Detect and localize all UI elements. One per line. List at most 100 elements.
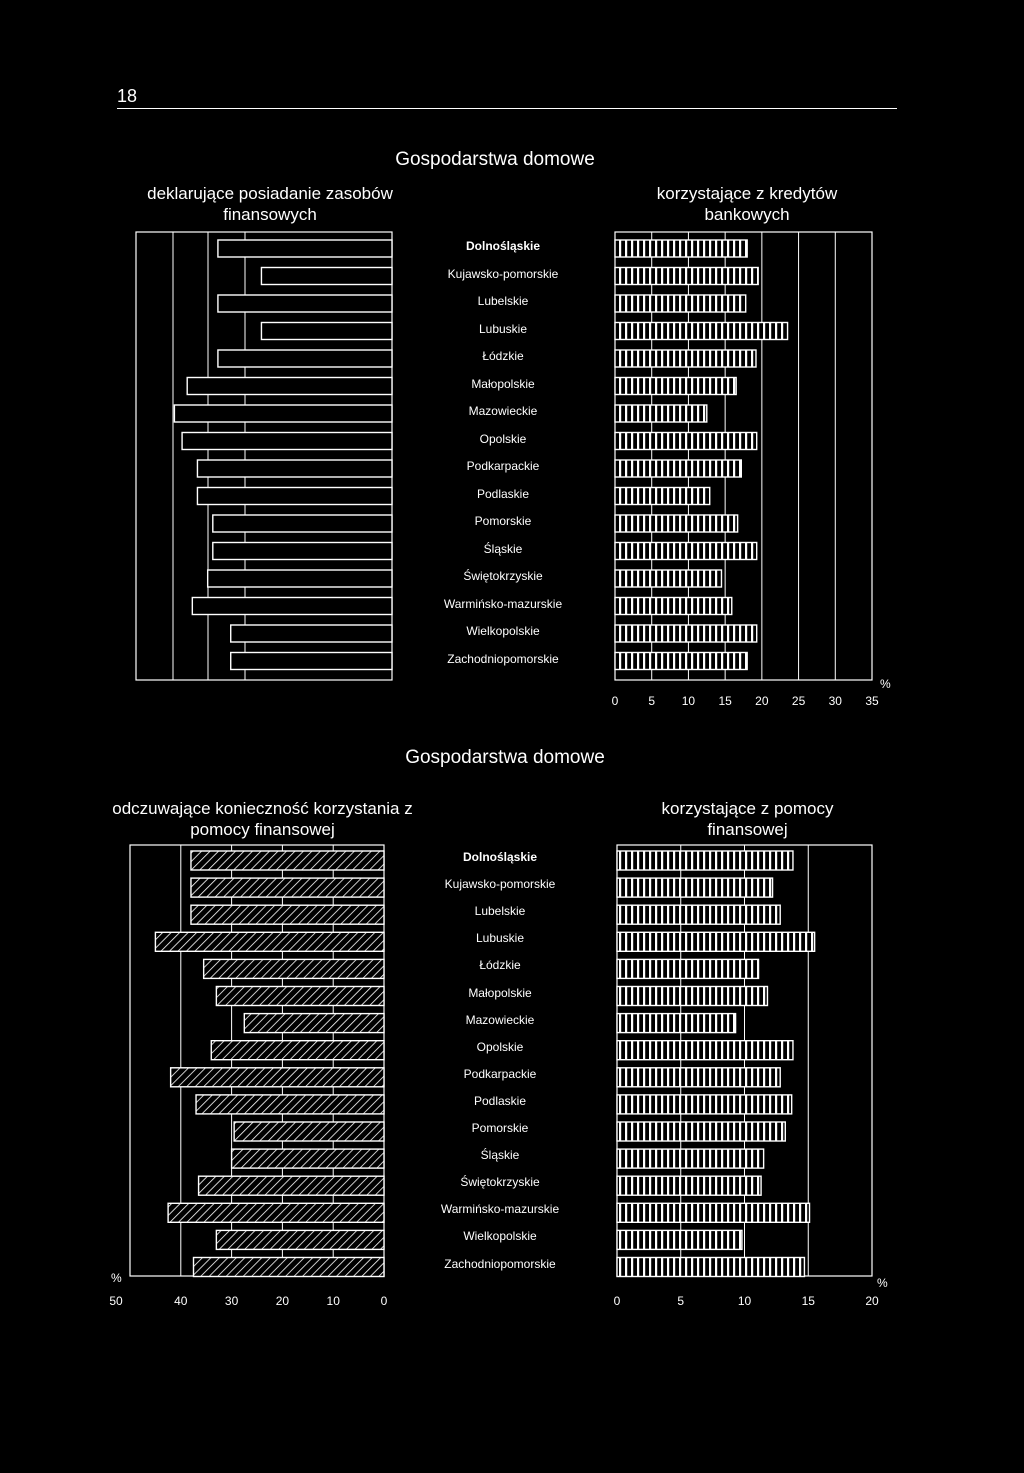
chart1-right-bar [614, 266, 759, 286]
chart2-right-bar [616, 1202, 811, 1224]
chart1-category-label: Pomorskie [474, 514, 532, 528]
chart1-right-bar [614, 459, 742, 478]
chart1-right-bar [614, 294, 747, 313]
chart2-category-label: Łódzkie [479, 958, 521, 973]
chart2-right-x-tick-label: 15 [802, 1294, 816, 1308]
chart2-left-x-tick-label: 0 [381, 1294, 388, 1308]
chart1-left-bar [212, 541, 393, 561]
chart2-left-bar [243, 1012, 385, 1034]
chart1-right-bar [614, 321, 789, 341]
chart2-left-bar [230, 1148, 385, 1169]
chart1-category-label: Świętokrzyskie [463, 569, 543, 583]
chart2-category-label: Pomorskie [471, 1121, 529, 1135]
chart2-left-bar [215, 1229, 385, 1251]
chart1-unit-label: % [880, 677, 891, 691]
chart2-left-bar [202, 958, 385, 980]
chart1-right-frame [614, 231, 873, 681]
chart1-left-bar [196, 486, 393, 506]
chart1-right-bar [614, 239, 748, 258]
chart1-category-label: Podkarpackie [466, 459, 540, 473]
chart1-left-bar [206, 569, 393, 588]
chart1-category-label: Warmińsko-mazurskie [443, 596, 563, 611]
chart2-category-label: Małopolskie [468, 985, 532, 1000]
chart2-right-bar [616, 1039, 794, 1061]
chart2-left-bar [190, 877, 385, 898]
chart2-right-bar [616, 904, 781, 925]
chart2-left-bar [169, 1067, 385, 1088]
chart2-category-label: Zachodniopomorskie [444, 1256, 556, 1271]
chart2-right-subtitle: korzystające z pomocy finansowej [661, 799, 834, 839]
chart2-right-bar [616, 985, 769, 1007]
chart1-left-bar [191, 596, 393, 616]
chart1-right-bar [614, 596, 733, 616]
chart2-category-label: Lubelskie [474, 904, 526, 919]
chart1-category-label: Wielkopolskie [466, 624, 540, 638]
chart2-left-bar [167, 1202, 385, 1224]
chart1-left-bar [260, 321, 393, 341]
chart1-left-bar [230, 624, 393, 643]
chart1-right-bar [614, 569, 723, 588]
chart1-left-bar [196, 459, 393, 478]
chart1-left-frame [135, 231, 393, 681]
chart2-title: Gospodarstwa domowe [405, 747, 605, 768]
chart2-right-x-tick-label: 5 [677, 1294, 684, 1308]
chart2-left-bar [195, 1094, 385, 1115]
chart2-category-label: Świętokrzyskie [460, 1175, 540, 1190]
chart1-right-bar [614, 651, 748, 671]
chart2-left-bar [233, 1121, 385, 1142]
chart1-x-tick-label: 5 [648, 694, 655, 708]
chart1-category-label: Podlaskie [476, 486, 530, 501]
chart1-category-label: Kujawsko-pomorskie [447, 266, 559, 281]
chart2-right-x-tick-label: 0 [614, 1294, 621, 1308]
chart1-x-tick-label: 25 [792, 694, 806, 708]
chart2-category-label: Podlaskie [473, 1093, 527, 1108]
chart2-left-bar [190, 850, 385, 871]
chart2-right-bar [616, 850, 794, 871]
page-number: 18 [117, 86, 138, 106]
chart1-left-subtitle: deklarujące posiadanie zasobów finansowy… [147, 184, 393, 224]
chart1-left-bar [217, 294, 393, 313]
chart1-x-tick-label: 30 [829, 694, 843, 708]
chart1-category-label: Lubelskie [477, 294, 529, 308]
chart1-x-tick-label: 10 [682, 694, 696, 708]
chart1-right-bar [614, 486, 711, 506]
chart2-category-label: Wielkopolskie [463, 1229, 537, 1244]
chart1-category-label: Łódzkie [482, 349, 524, 363]
chart2-right-bar [616, 931, 816, 952]
chart2-left-unit-label: % [111, 1271, 122, 1285]
chart2-left-x-tick-label: 40 [174, 1294, 188, 1308]
chart1-category-label: Zachodniopomorskie [447, 651, 559, 666]
chart2-right-bar [616, 1175, 762, 1196]
chart1-right-bar [614, 541, 758, 561]
chart2-category-label: Podkarpackie [463, 1066, 537, 1081]
chart2-left-bar [215, 985, 385, 1007]
chart2-category-label: Kujawsko-pomorskie [444, 877, 556, 892]
chart2-left-x-tick-label: 30 [225, 1294, 239, 1308]
chart1-x-tick-label: 20 [755, 694, 769, 708]
chart2-category-label: Lubuskie [475, 931, 525, 946]
chart2-right-bar [616, 1067, 781, 1088]
chart2-left-bar [190, 904, 385, 925]
chart2-category-label: Śląskie [480, 1148, 520, 1163]
chart1-x-tick-label: 0 [612, 694, 619, 708]
chart1-right-bar [614, 376, 737, 396]
chart2-left-bar [210, 1039, 385, 1061]
chart1-category-label: Śląskie [483, 541, 523, 556]
chart2-left-x-tick-label: 20 [276, 1294, 290, 1308]
chart2-left-x-tick-label: 50 [109, 1294, 123, 1308]
chart2-left-bar [192, 1256, 385, 1278]
chart1-right-bar [614, 431, 758, 451]
chart1-x-tick-label: 35 [865, 694, 879, 708]
chart1-category-label: Małopolskie [471, 376, 535, 391]
chart1-left-bar [230, 651, 393, 671]
header-rule [117, 108, 897, 109]
chart2-right-bar [616, 1256, 806, 1278]
chart1-title: Gospodarstwa domowe [395, 149, 595, 170]
chart2-right-x-tick-label: 10 [738, 1294, 752, 1308]
chart1-right-bar [614, 514, 739, 533]
chart1-left-bar [217, 349, 393, 368]
chart2-category-label: Mazowieckie [465, 1012, 535, 1027]
chart2-left-bar [154, 931, 385, 952]
chart1-right-bar [614, 404, 708, 423]
